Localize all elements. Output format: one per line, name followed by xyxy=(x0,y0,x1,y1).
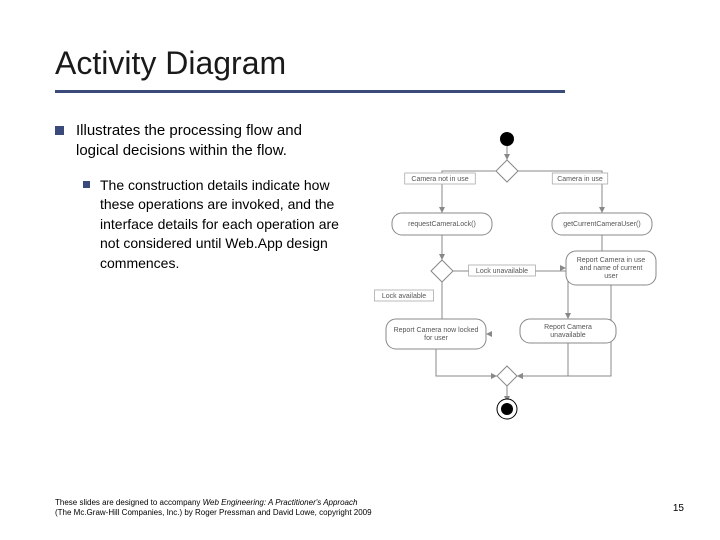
svg-text:Camera not in use: Camera not in use xyxy=(411,176,468,183)
diagram-column: Camera not in use Camera in use requestCam… xyxy=(352,121,665,426)
svg-text:and name of current: and name of current xyxy=(580,265,643,272)
svg-text:Report Camera: Report Camera xyxy=(544,324,592,331)
svg-text:user: user xyxy=(604,273,618,280)
svg-text:unavailable: unavailable xyxy=(550,332,586,339)
svg-text:getCurrentCameraUser(): getCurrentCameraUser() xyxy=(563,221,640,228)
bullet-l1-text: Illustrates the processing flow and logi… xyxy=(76,121,340,162)
page-number: 15 xyxy=(673,503,684,514)
svg-text:Lock unavailable: Lock unavailable xyxy=(476,268,528,275)
svg-text:Report Camera now locked: Report Camera now locked xyxy=(394,327,479,334)
svg-text:Report Camera in use: Report Camera in use xyxy=(577,257,646,264)
svg-text:requestCameraLock(): requestCameraLock() xyxy=(408,221,476,228)
footer-line2: (The Mc.Graw-Hill Companies, Inc.) by Ro… xyxy=(55,508,372,517)
content-row: Illustrates the processing flow and logi… xyxy=(55,121,665,426)
bullet-l2-text: The construction details indicate how th… xyxy=(100,176,340,274)
slide-title: Activity Diagram xyxy=(55,45,665,82)
footer-line1a: These slides are designed to accompany xyxy=(55,498,203,507)
svg-text:for user: for user xyxy=(424,335,448,342)
bullet-level2: The construction details indicate how th… xyxy=(83,176,340,274)
footer: These slides are designed to accompany W… xyxy=(55,498,372,518)
title-underline xyxy=(55,90,565,93)
bullet-marker-icon xyxy=(83,181,90,188)
text-column: Illustrates the processing flow and logi… xyxy=(55,121,340,426)
footer-line1b: Web Engineering: A Practitioner's Approa… xyxy=(203,498,358,507)
bullet-level1: Illustrates the processing flow and logi… xyxy=(55,121,340,162)
svg-text:Camera in use: Camera in use xyxy=(557,176,603,183)
bullet-marker-icon xyxy=(55,126,64,135)
svg-text:Lock available: Lock available xyxy=(382,293,426,300)
slide: Activity Diagram Illustrates the process… xyxy=(0,0,720,540)
activity-diagram: Camera not in use Camera in use requestCam… xyxy=(352,121,662,421)
